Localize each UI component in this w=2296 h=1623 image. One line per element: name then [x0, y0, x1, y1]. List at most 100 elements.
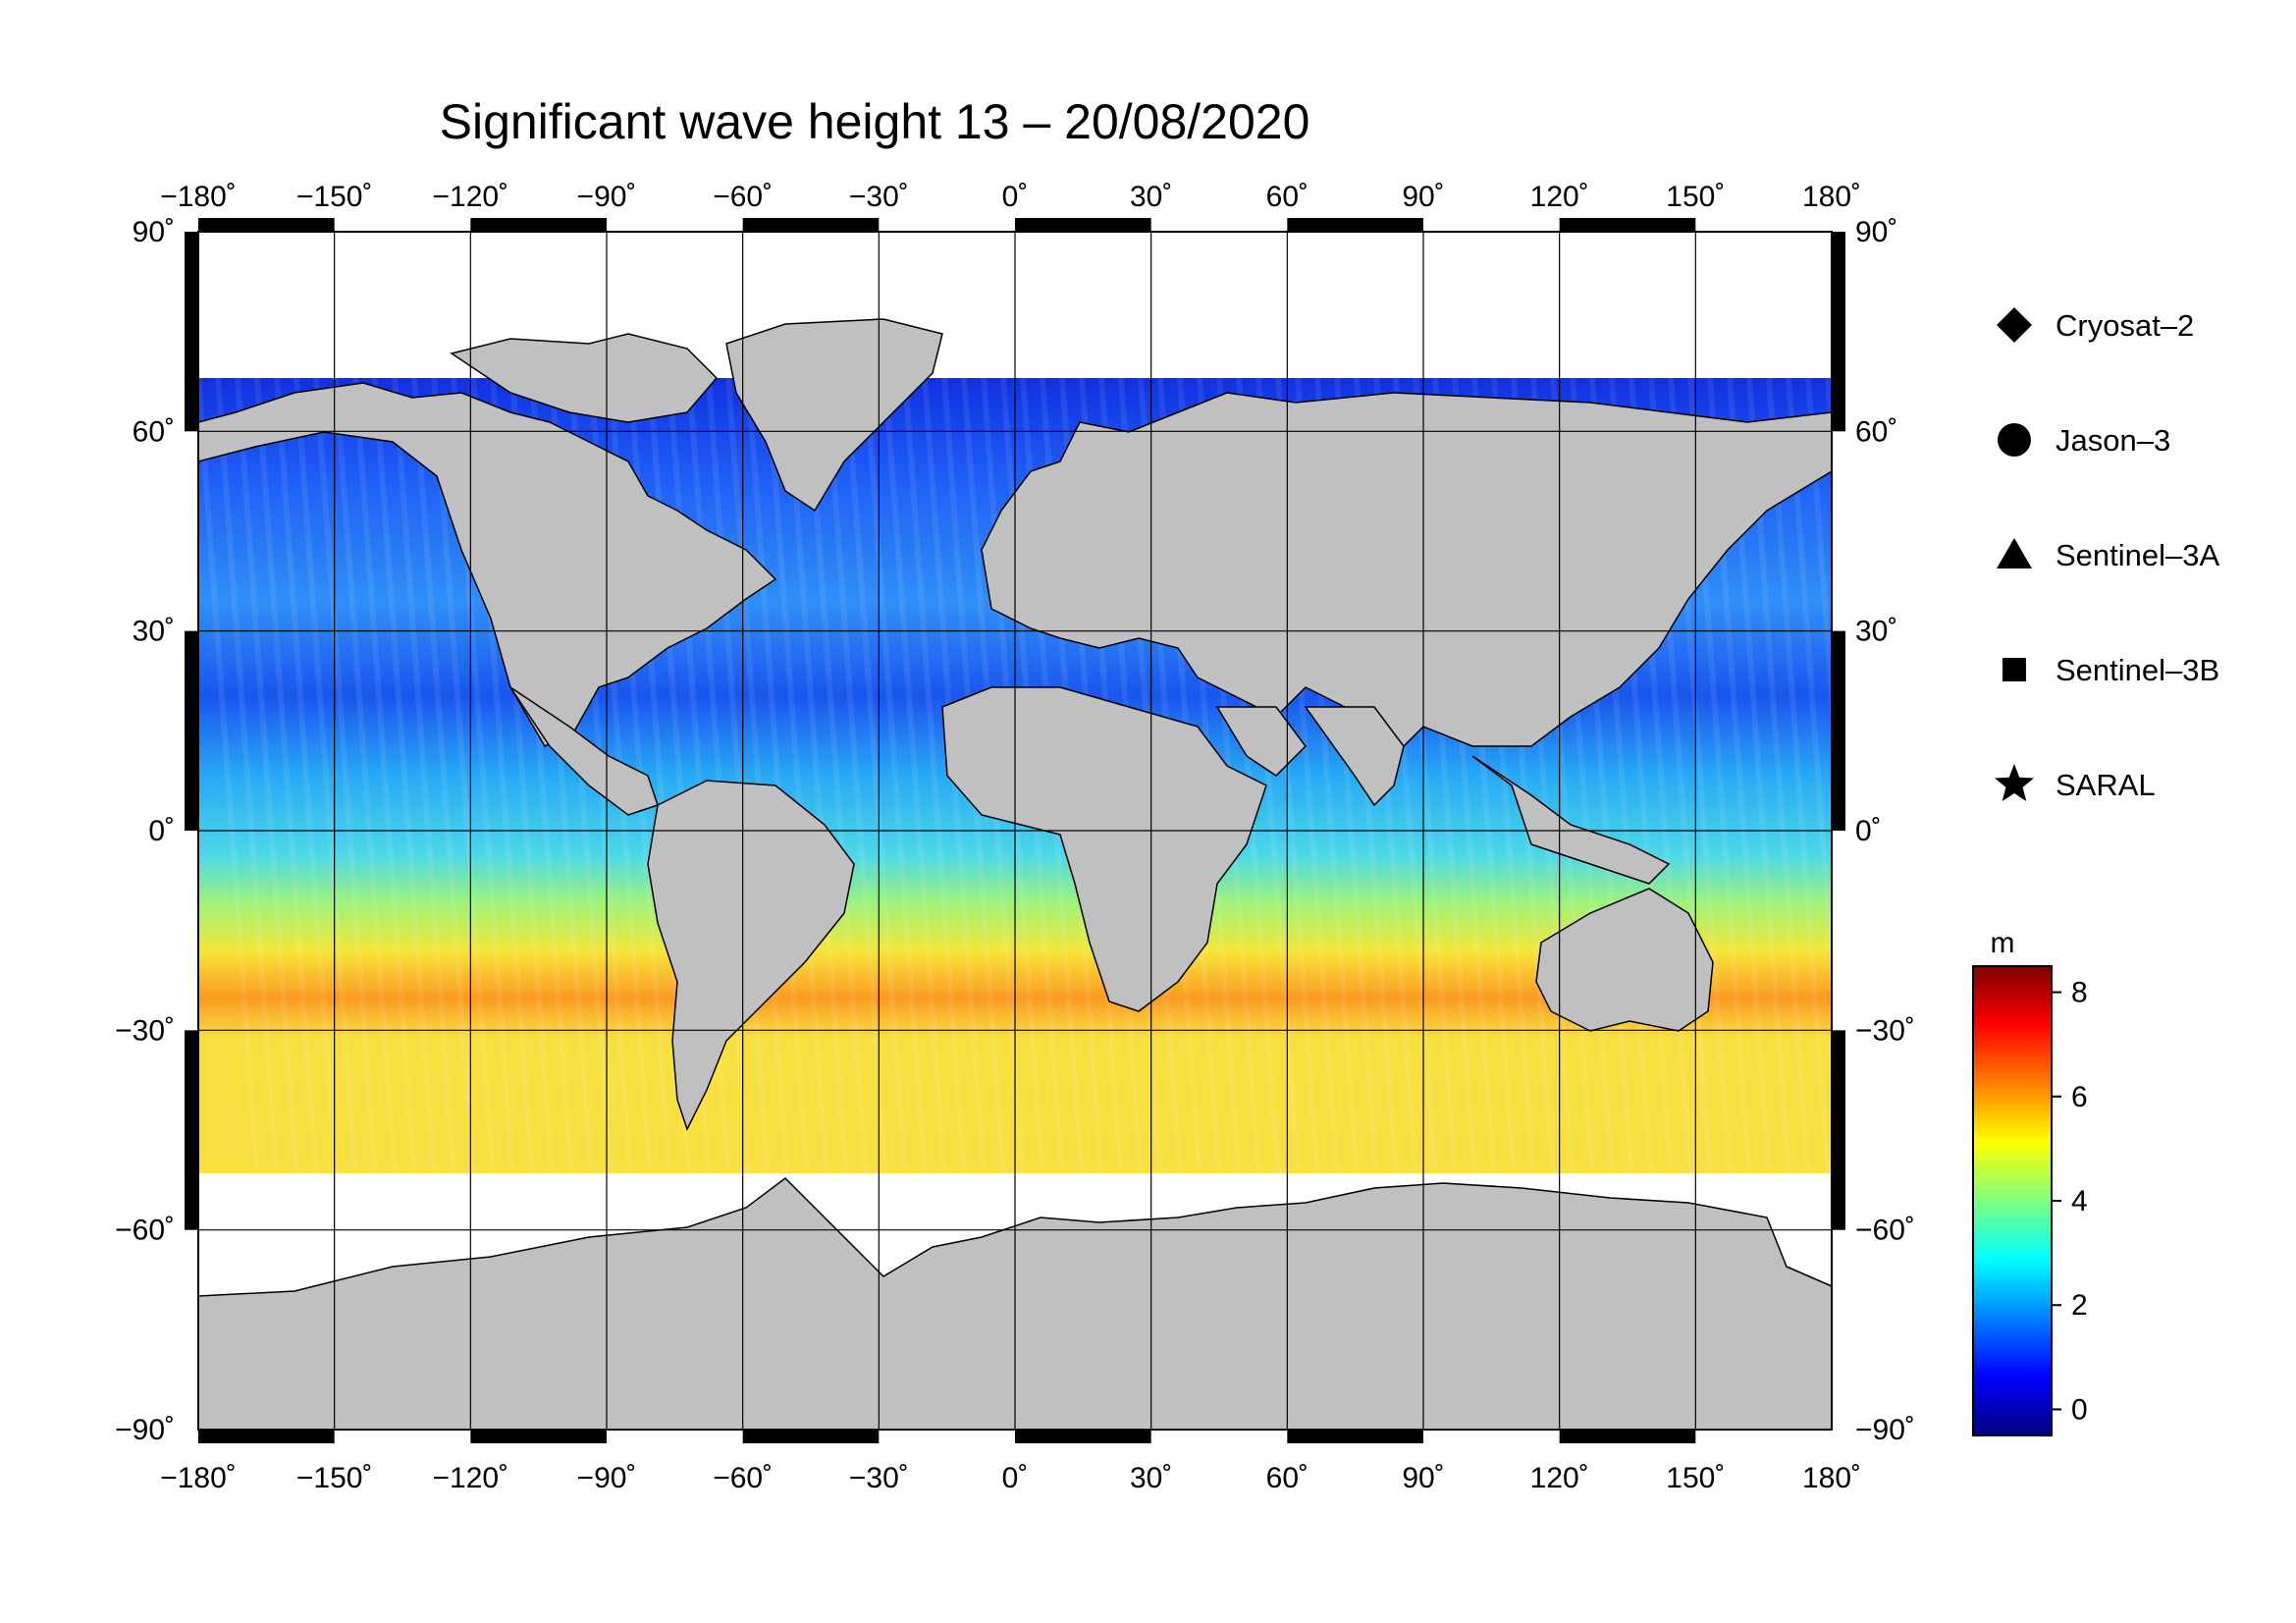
swath-track [843, 377, 908, 1174]
lon-ticks-bottom: −180˚ −150˚ −120˚ −90˚ −60˚ −30˚ 0˚ 30˚ 60˚ 90˚ 12… [160, 1462, 1861, 1494]
swath-track [804, 377, 869, 1174]
lon-tick-label: 180˚ [1802, 181, 1861, 213]
legend-label: Jason–3 [2056, 423, 2170, 458]
frame-bar-bottom [1287, 1430, 1423, 1443]
frame-bar-right [1832, 232, 1845, 432]
greenland [725, 318, 943, 513]
swath-track [313, 377, 378, 1174]
swath-track [725, 377, 790, 1174]
lat-tick-label: 90˚ [1855, 216, 1897, 248]
swath-track [411, 377, 476, 1174]
frame-bar-right [1832, 1030, 1845, 1230]
south-america [647, 780, 855, 1131]
lon-tick-label: −90˚ [577, 181, 637, 213]
colorbar: m 0 2 4 6 8 [1972, 927, 2088, 1436]
lon-tick-label: −120˚ [433, 181, 509, 213]
lon-tick-label: 0˚ [1002, 1462, 1029, 1494]
frame-bar-top [1015, 218, 1151, 232]
lon-tick-label: −120˚ [433, 1462, 509, 1494]
swath-track [902, 377, 967, 1174]
swath-track [198, 377, 260, 1174]
square-icon [2002, 658, 2026, 681]
lon-tick-label: −150˚ [296, 1462, 373, 1494]
frame-bar-bottom [742, 1430, 880, 1443]
lon-ticks-top: −180˚ −150˚ −120˚ −90˚ −60˚ −30˚ 0˚ 30˚ 60˚ 90˚ 12… [160, 181, 1861, 213]
swath-track [863, 377, 928, 1174]
swath-track [431, 377, 496, 1174]
swath-track [882, 377, 947, 1174]
frame-bar-right [1832, 630, 1845, 831]
swath-track [274, 377, 339, 1174]
frame-bar-left [185, 232, 198, 432]
lon-tick-label: −180˚ [160, 1462, 237, 1494]
swath-track [372, 377, 437, 1174]
frame-bar-bottom [1559, 1430, 1696, 1443]
colorbar-ticks: 0 2 4 6 8 [2052, 977, 2088, 1426]
swath-track [1867, 378, 1926, 1173]
swath-track [235, 377, 299, 1174]
map-title: Significant wave height 13 – 20/08/2020 [439, 94, 1310, 149]
lon-tick-label: 30˚ [1130, 181, 1172, 213]
swath-track [1786, 377, 1832, 1001]
lon-tick-label: −150˚ [296, 181, 373, 213]
swath-track [745, 377, 810, 1174]
frame-bar-bottom [1015, 1430, 1151, 1443]
satellite-legend: Cryosat–2 Jason–3 Sentinel–3A Sentinel–3B SA… [1995, 307, 2220, 802]
lon-tick-label: 60˚ [1266, 1462, 1308, 1494]
lon-tick-label: 120˚ [1530, 181, 1589, 213]
star-icon [1995, 764, 2034, 801]
lon-tick-label: −90˚ [577, 1462, 637, 1494]
frame-bar-top [742, 218, 880, 232]
swath-track [294, 377, 358, 1174]
lat-tick-label: 0˚ [148, 815, 175, 847]
colorbar-gradient [1972, 965, 2053, 1436]
colorbar-tick-label: 2 [2071, 1289, 2088, 1322]
swath-track [1887, 378, 1946, 1173]
lat-ticks-left: 90˚ 60˚ 30˚ 0˚ −30˚ −60˚ −90˚ [115, 216, 175, 1446]
frame-bar-left [185, 1030, 198, 1230]
legend-label: Cryosat–2 [2056, 308, 2194, 343]
lon-tick-label: −30˚ [849, 181, 909, 213]
lon-tick-label: −60˚ [713, 181, 773, 213]
swath-track [254, 377, 319, 1174]
africa [941, 686, 1267, 1012]
lon-tick-label: 0˚ [1002, 181, 1029, 213]
lat-tick-label: 30˚ [1855, 616, 1897, 648]
lon-tick-label: −30˚ [849, 1462, 909, 1494]
frame-checker-bars [185, 218, 1845, 1443]
frame-bar-top [1559, 218, 1696, 232]
lat-tick-label: −30˚ [1855, 1014, 1915, 1047]
lat-ticks-right: 90˚ 60˚ 30˚ 0˚ −30˚ −60˚ −90˚ [1855, 216, 1915, 1446]
swath-track [784, 377, 849, 1174]
swath-track [1766, 377, 1831, 1174]
frame-bar-left [185, 630, 198, 831]
swath-track [765, 377, 829, 1174]
swath-track [352, 377, 417, 1174]
lat-tick-label: 60˚ [1855, 415, 1897, 448]
australia [1535, 888, 1714, 1032]
southeast-asia [1471, 755, 1671, 885]
frame-bar-top [470, 218, 607, 232]
lat-tick-label: −90˚ [1855, 1414, 1915, 1446]
swath-track [333, 377, 398, 1174]
lon-tick-label: 60˚ [1266, 181, 1308, 213]
circle-icon [1998, 423, 2031, 457]
lon-tick-label: 90˚ [1402, 181, 1444, 213]
colorbar-tick-label: 6 [2071, 1081, 2088, 1113]
lon-tick-label: 120˚ [1530, 1462, 1589, 1494]
lat-tick-label: −60˚ [115, 1215, 175, 1247]
swath-track [1906, 378, 1965, 1173]
colorbar-tick-label: 0 [2071, 1393, 2088, 1426]
lon-tick-label: 30˚ [1130, 1462, 1172, 1494]
legend-label: SARAL [2056, 768, 2156, 802]
diamond-icon [1997, 307, 2032, 343]
lat-tick-label: 30˚ [133, 616, 175, 648]
lon-tick-label: 150˚ [1666, 1462, 1725, 1494]
colorbar-tick-label: 4 [2071, 1185, 2088, 1217]
north-america [198, 382, 777, 747]
swath-track [686, 377, 751, 1174]
lat-tick-label: −90˚ [115, 1414, 175, 1446]
frame-bar-top [1287, 218, 1423, 232]
legend-label: Sentinel–3A [2056, 538, 2220, 572]
lat-tick-label: 0˚ [1855, 815, 1882, 847]
